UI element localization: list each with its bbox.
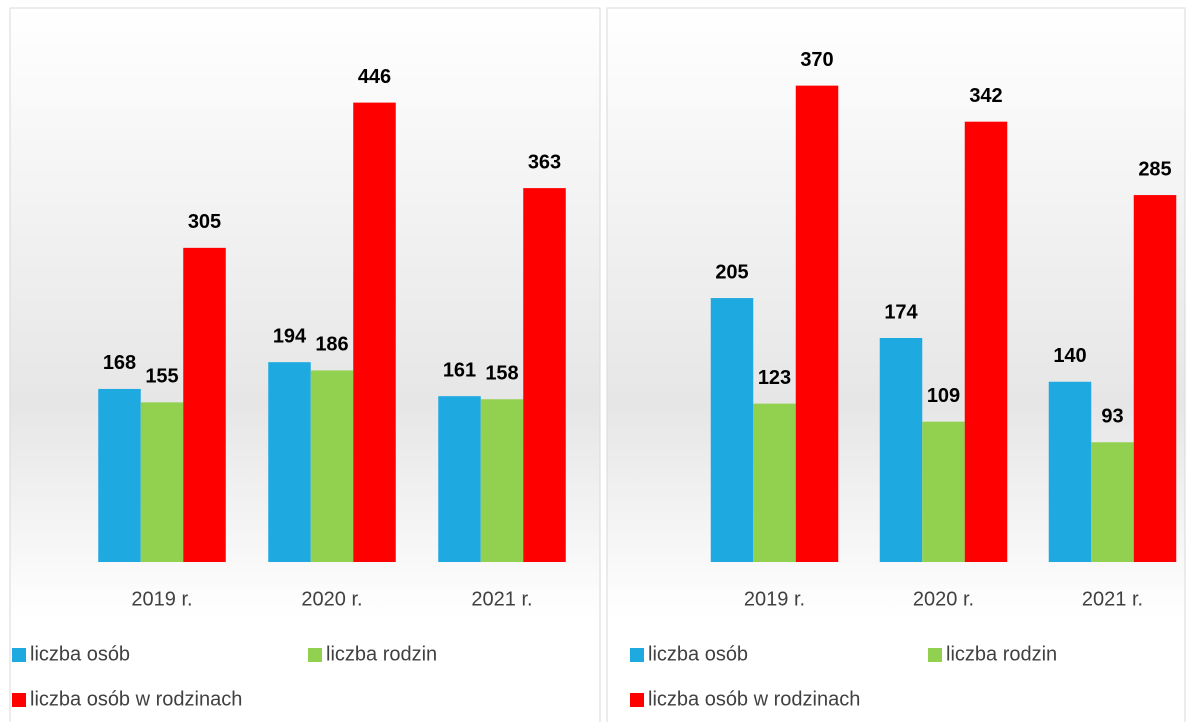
value-label: 186 bbox=[315, 334, 348, 356]
value-label: 140 bbox=[1053, 345, 1086, 367]
bar bbox=[98, 388, 141, 562]
value-label: 205 bbox=[715, 261, 748, 283]
legend-swatch bbox=[630, 648, 644, 662]
value-label: 168 bbox=[103, 352, 136, 374]
legend-label: liczba osób w rodzinach bbox=[30, 688, 242, 710]
x-tick-label: 2021 r. bbox=[1082, 588, 1143, 610]
legend-label: liczba rodzin bbox=[326, 643, 437, 665]
bar bbox=[268, 362, 311, 562]
legend-label: liczba osób bbox=[30, 643, 130, 665]
value-label: 109 bbox=[927, 385, 960, 407]
x-tick-label: 2020 r. bbox=[913, 588, 974, 610]
legend-swatch bbox=[12, 648, 26, 662]
value-label: 285 bbox=[1138, 158, 1171, 180]
bar bbox=[753, 403, 796, 562]
bar bbox=[310, 370, 354, 562]
bar bbox=[879, 337, 923, 562]
chart-panel: 2019 r. 205 123 370 2020 r. 174 109 342 2021 r. 1… bbox=[606, 7, 1186, 722]
x-tick-label: 2019 r. bbox=[744, 588, 805, 610]
bar bbox=[795, 85, 839, 562]
bar bbox=[480, 399, 524, 562]
value-label: 174 bbox=[884, 301, 918, 323]
legend-swatch bbox=[12, 693, 26, 707]
value-label: 161 bbox=[443, 359, 476, 381]
bar bbox=[140, 402, 184, 562]
legend-swatch bbox=[630, 693, 644, 707]
bar bbox=[1133, 195, 1177, 562]
legend-label: liczba osób w rodzinach bbox=[648, 688, 860, 710]
chart-panel: 2019 r. 168 155 305 2020 r. 194 186 446 2021 r. 1… bbox=[9, 7, 601, 722]
legend-swatch bbox=[308, 648, 322, 662]
x-tick-label: 2020 r. bbox=[301, 588, 362, 610]
bar bbox=[964, 121, 1008, 563]
legend-label: liczba osób bbox=[648, 643, 748, 665]
value-label: 342 bbox=[969, 85, 1002, 107]
legend-swatch bbox=[928, 648, 942, 662]
value-label: 155 bbox=[145, 366, 178, 388]
bar bbox=[1048, 381, 1092, 562]
value-label: 194 bbox=[273, 325, 307, 347]
legend-label: liczba rodzin bbox=[946, 643, 1057, 665]
value-label: 446 bbox=[358, 66, 391, 88]
bar bbox=[438, 396, 481, 562]
value-label: 305 bbox=[188, 211, 221, 233]
bar bbox=[183, 247, 226, 562]
value-label: 158 bbox=[485, 363, 518, 385]
value-label: 370 bbox=[800, 49, 833, 71]
bar bbox=[1091, 442, 1134, 562]
bar bbox=[523, 188, 566, 563]
x-tick-label: 2019 r. bbox=[131, 588, 192, 610]
value-label: 93 bbox=[1101, 406, 1123, 428]
bar bbox=[710, 298, 754, 562]
value-label: 123 bbox=[758, 367, 791, 389]
value-label: 363 bbox=[528, 151, 561, 173]
bar bbox=[353, 102, 396, 563]
x-tick-label: 2021 r. bbox=[471, 588, 532, 610]
bar bbox=[922, 421, 965, 562]
